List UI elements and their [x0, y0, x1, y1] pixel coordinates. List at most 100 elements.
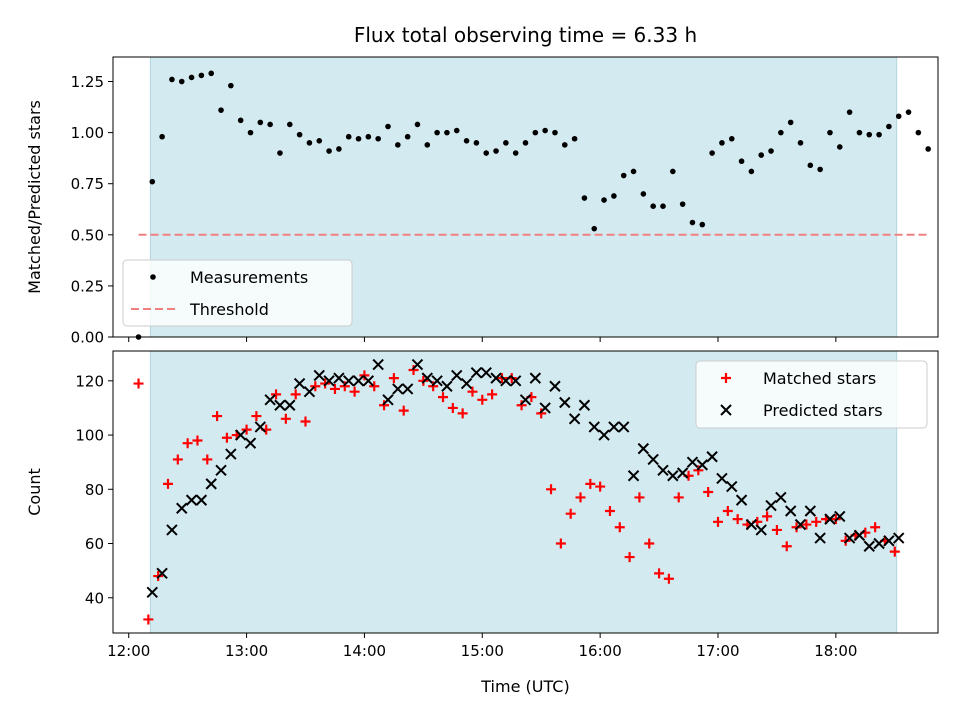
matched-stars-point [889, 546, 900, 557]
predicted-stars-point [794, 518, 807, 531]
legend-box [695, 360, 928, 429]
y-tick-label: 1.00 [71, 124, 104, 142]
matched-stars-point [163, 478, 173, 489]
top-plot: 0.00 0.25 0.50 0.75 1.00 1.25 Flux total obse… [25, 23, 939, 347]
predicted-stars-point [195, 494, 208, 506]
x-tick-label: 17:00 [696, 642, 739, 660]
matched-stars-point [673, 492, 684, 503]
predicted-stars-point [716, 472, 728, 485]
predicted-stars-point [726, 480, 738, 493]
matched-stars-point [388, 373, 399, 384]
measurement-point [905, 109, 912, 115]
predicted-stars-point [509, 375, 522, 387]
y-tick-label: 100 [75, 427, 104, 445]
predicted-stars-point [401, 383, 414, 395]
measurement-point [444, 129, 450, 136]
top-plot-marks [135, 70, 931, 340]
legend-label: Measurements [190, 268, 308, 287]
matched-stars-point [604, 505, 615, 516]
predicted-stars-point [853, 529, 866, 542]
matched-stars-point [280, 413, 291, 424]
matched-stars-point [624, 552, 635, 563]
matched-stars-point [801, 519, 812, 530]
measurement-point [679, 201, 686, 207]
measurement-point [503, 140, 509, 146]
matched-stars-point [536, 408, 547, 419]
measurement-point [728, 135, 735, 142]
measurement-point [395, 142, 401, 148]
measurement-point [336, 146, 342, 152]
measurement-point [591, 225, 598, 232]
x-tick-label: 16:00 [579, 642, 622, 660]
bottom-plot: 40 60 80 100 120 12:00 13:00 14:00 15:00 16:00 17… [25, 350, 939, 696]
matched-stars-point [379, 400, 390, 411]
top-plot-x-ticks [128, 337, 837, 342]
measurement-point [178, 78, 185, 85]
y-tick-label: 1.25 [71, 73, 104, 91]
predicted-stars-point [834, 510, 846, 523]
x-axis-label: Time (UTC) [480, 677, 569, 696]
measurement-point [228, 82, 234, 89]
measurement-point [512, 150, 519, 156]
measurement-point [797, 140, 804, 146]
matched-stars-point [349, 386, 360, 397]
matched-stars-point [182, 438, 193, 449]
measurement-point [748, 168, 755, 175]
predicted-stars-point [284, 399, 296, 411]
measurement-point [778, 129, 784, 136]
predicted-stars-point [775, 491, 787, 504]
matched-stars-point [732, 514, 743, 525]
predicted-stars-point [244, 437, 257, 449]
legend-label: Threshold [189, 300, 269, 319]
matched-stars-point [771, 524, 782, 535]
matched-stars-point [290, 389, 301, 400]
matched-stars-point [447, 402, 458, 413]
x-tick-label: 14:00 [343, 642, 386, 660]
measurement-point [581, 195, 588, 201]
measurement-point [552, 129, 558, 136]
predicted-stars-point [274, 399, 286, 411]
predicted-stars-point [696, 459, 708, 471]
bottom-legend: Matched stars Predicted stars [695, 360, 928, 429]
measurement-point [463, 137, 470, 144]
predicted-stars-point [382, 394, 394, 406]
measurement-point [247, 129, 254, 136]
predicted-stars-point [352, 375, 365, 387]
matched-stars-point [271, 389, 282, 400]
matched-stars-point [172, 454, 183, 465]
predicted-stars-point [873, 537, 885, 550]
measurement-point [571, 135, 578, 142]
predicted-stars-point [539, 402, 551, 414]
measurement-point [453, 127, 460, 134]
top-plot-frame [112, 56, 939, 338]
measurement-point [670, 168, 676, 175]
matched-stars-point [339, 381, 350, 392]
measurement-point [768, 148, 774, 154]
measurement-point [375, 135, 381, 142]
predicted-stars-point [637, 442, 650, 455]
predicted-stars-point [313, 369, 325, 382]
predicted-stars-point [166, 524, 178, 536]
matched-stars-point [575, 492, 586, 503]
predicted-stars-point [146, 586, 158, 599]
measurement-point [286, 121, 293, 128]
measurement-point [385, 123, 391, 130]
predicted-stars-point [863, 540, 875, 552]
x-tick-label: 18:00 [814, 642, 857, 660]
matched-stars-point [703, 487, 714, 497]
measurement-point [915, 129, 922, 136]
predicted-stars-point [745, 518, 758, 531]
predicted-stars-point [588, 421, 600, 433]
predicted-stars-point [323, 375, 335, 387]
predicted-stars-point [686, 456, 699, 468]
predicted-stars-point [598, 429, 610, 441]
measurement-point [355, 135, 362, 142]
predicted-stars-point [362, 375, 375, 387]
y-tick-label: 60 [85, 535, 104, 553]
measurement-point [188, 74, 195, 81]
matched-stars-point [438, 392, 448, 403]
predicted-stars-point [529, 372, 542, 384]
y-tick-label: 0.75 [71, 175, 104, 193]
predicted-stars-point [676, 467, 689, 479]
measurement-point [345, 133, 352, 140]
